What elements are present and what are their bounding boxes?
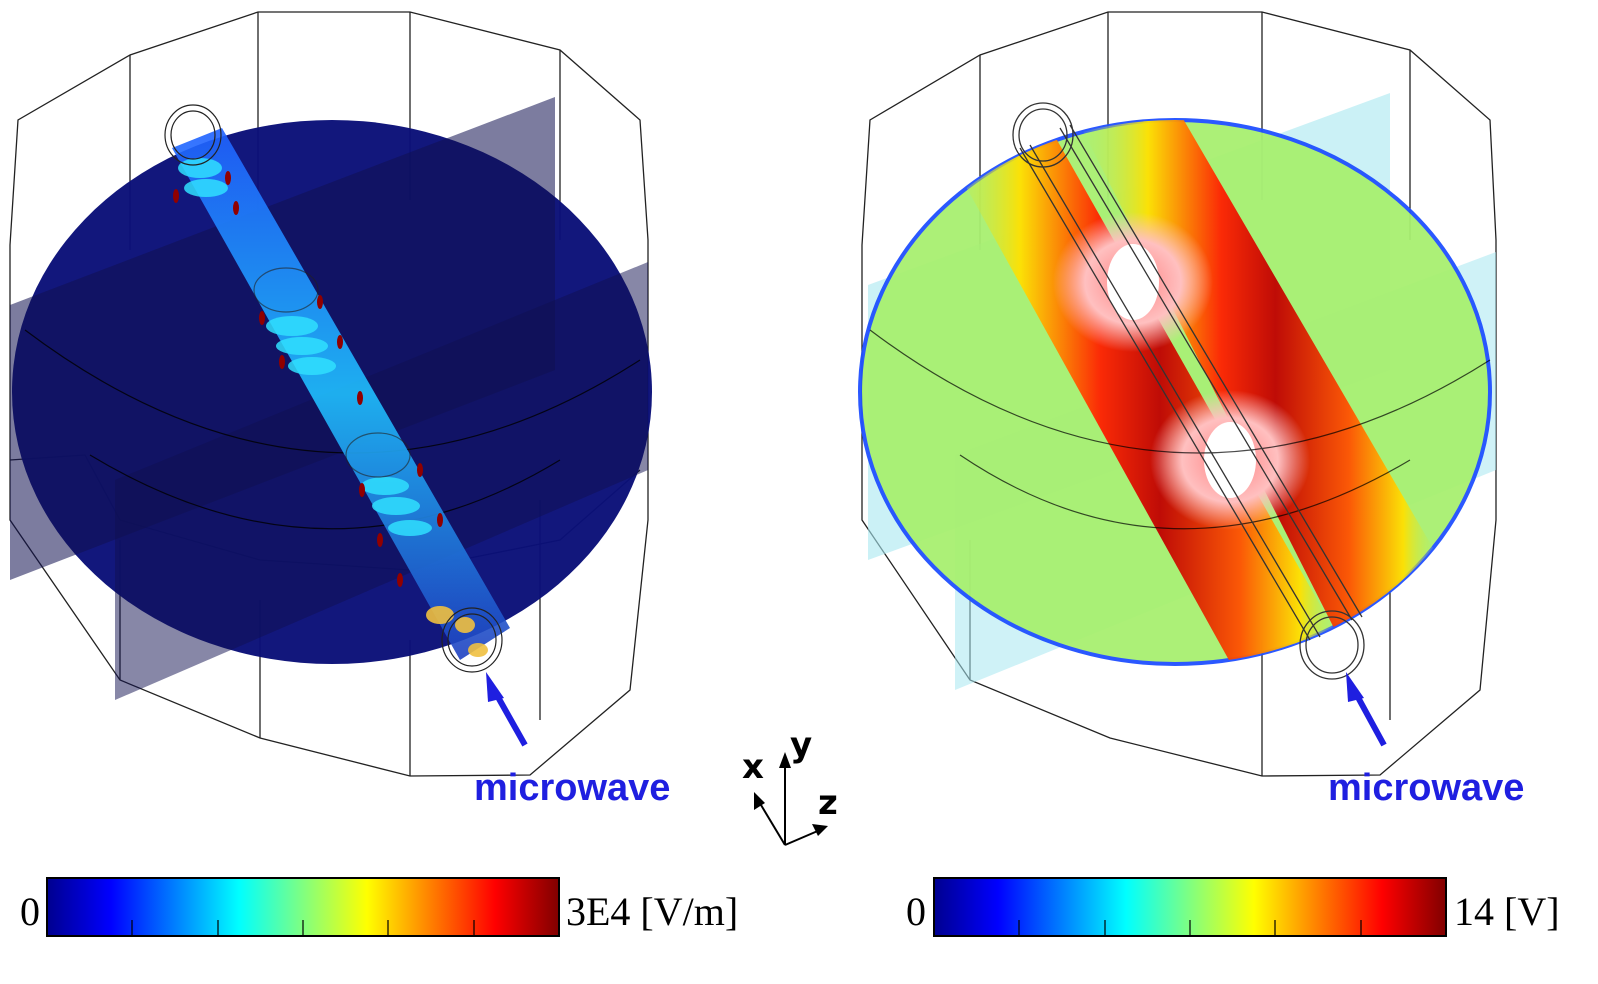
- left-panel-electric-field: microwave: [9, 11, 670, 809]
- axes-triad: [754, 752, 828, 846]
- left-colorbar-min-label: 0: [20, 889, 40, 934]
- axis-label-y: y: [790, 725, 812, 765]
- right-colorbar-max-label: 14 [V]: [1454, 889, 1560, 934]
- left-colorbar: [46, 877, 560, 937]
- left-disk-edges: [24, 329, 641, 530]
- left-waveguide-rings: [164, 104, 503, 673]
- right-colorbar-min-label: 0: [906, 889, 926, 934]
- right-microwave-arrow: [1346, 672, 1387, 747]
- right-disk-edges: [869, 329, 1491, 530]
- left-colorbar-max-label: 3E4 [V/m]: [566, 889, 738, 934]
- left-microwave-arrow: [486, 672, 528, 747]
- right-panel-potential: microwave: [858, 11, 1524, 809]
- left-microwave-label: microwave: [474, 767, 670, 809]
- right-potential-bands: [940, 120, 1440, 664]
- axis-label-x: x: [742, 747, 764, 787]
- left-waveguide-field: [172, 128, 510, 660]
- right-waveguide: [1012, 102, 1365, 680]
- axis-label-z: z: [818, 783, 838, 823]
- right-colorbar: [933, 877, 1447, 937]
- right-microwave-label: microwave: [1328, 767, 1524, 809]
